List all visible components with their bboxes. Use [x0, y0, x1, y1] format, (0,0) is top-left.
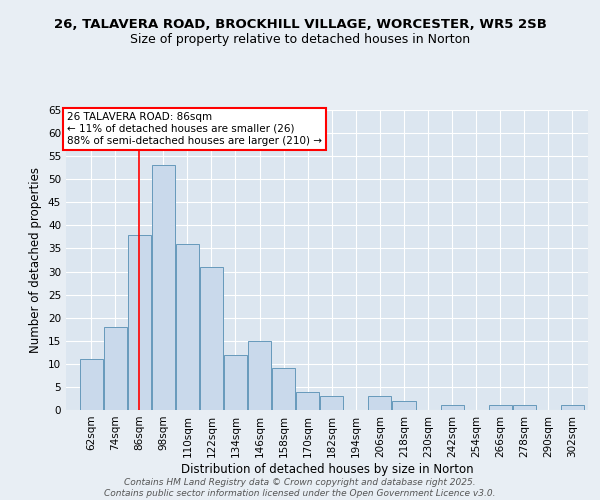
- Text: 26, TALAVERA ROAD, BROCKHILL VILLAGE, WORCESTER, WR5 2SB: 26, TALAVERA ROAD, BROCKHILL VILLAGE, WO…: [53, 18, 547, 30]
- Bar: [320, 396, 343, 410]
- Bar: [80, 359, 103, 410]
- Bar: [296, 392, 319, 410]
- Bar: [513, 406, 536, 410]
- X-axis label: Distribution of detached houses by size in Norton: Distribution of detached houses by size …: [181, 462, 473, 475]
- Bar: [128, 234, 151, 410]
- Bar: [248, 341, 271, 410]
- Text: Contains HM Land Registry data © Crown copyright and database right 2025.
Contai: Contains HM Land Registry data © Crown c…: [104, 478, 496, 498]
- Bar: [561, 406, 584, 410]
- Bar: [224, 354, 247, 410]
- Bar: [440, 406, 464, 410]
- Bar: [272, 368, 295, 410]
- Text: 26 TALAVERA ROAD: 86sqm
← 11% of detached houses are smaller (26)
88% of semi-de: 26 TALAVERA ROAD: 86sqm ← 11% of detache…: [67, 112, 322, 146]
- Bar: [176, 244, 199, 410]
- Bar: [152, 166, 175, 410]
- Y-axis label: Number of detached properties: Number of detached properties: [29, 167, 43, 353]
- Bar: [104, 327, 127, 410]
- Bar: [489, 406, 512, 410]
- Bar: [392, 401, 416, 410]
- Bar: [200, 267, 223, 410]
- Bar: [368, 396, 391, 410]
- Text: Size of property relative to detached houses in Norton: Size of property relative to detached ho…: [130, 32, 470, 46]
